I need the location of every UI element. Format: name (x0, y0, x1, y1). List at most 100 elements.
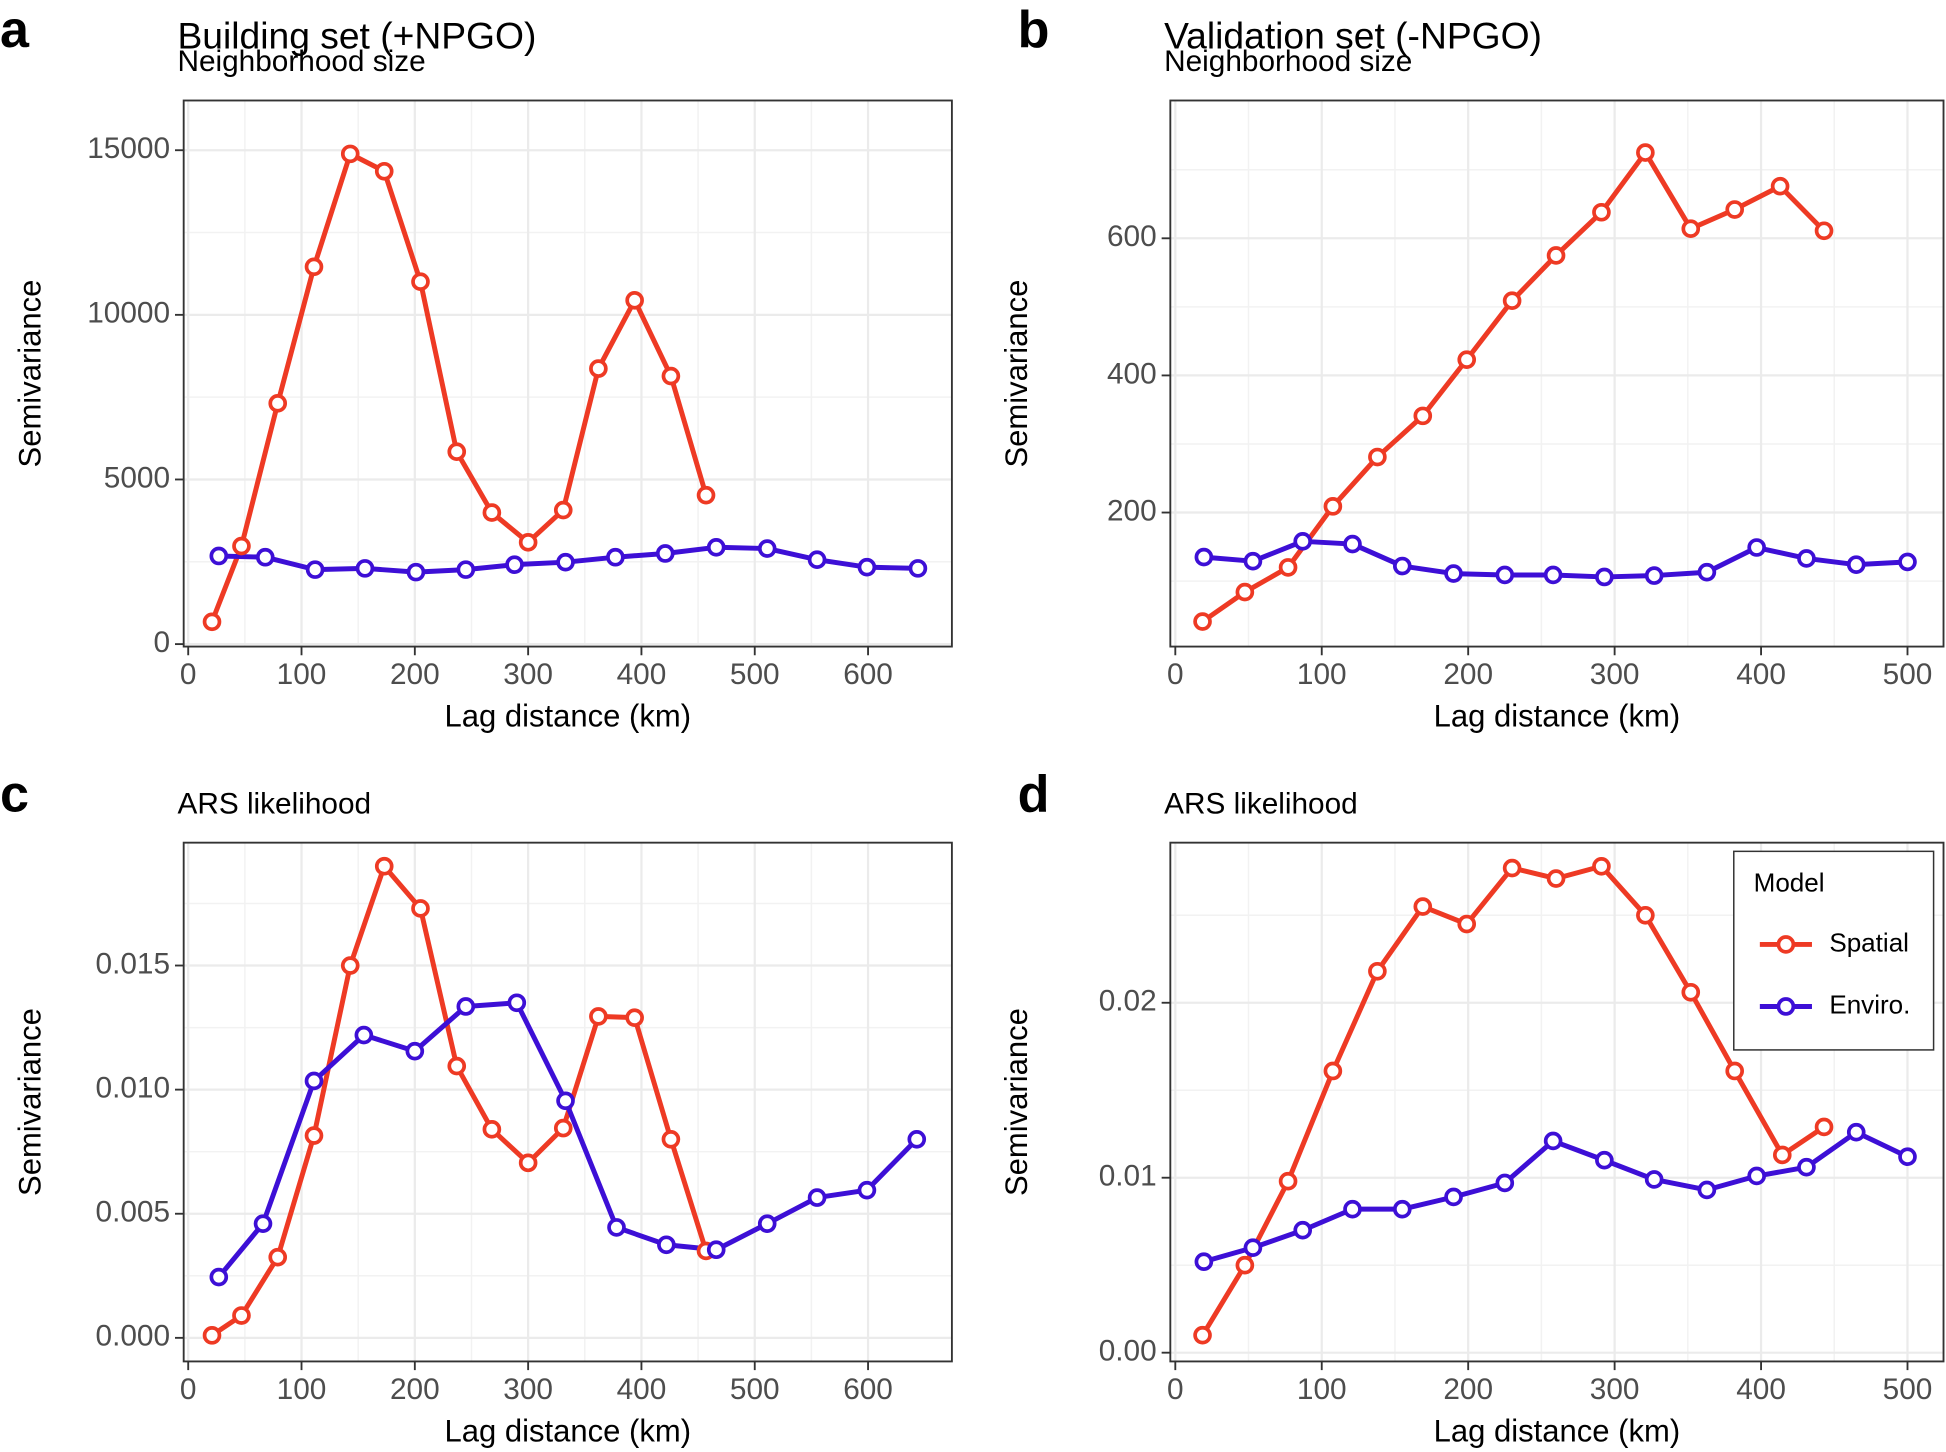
panel-letter: c (0, 766, 29, 824)
x-tick-label: 300 (503, 1373, 553, 1406)
data-point (1235, 582, 1255, 602)
data-point (518, 1153, 538, 1173)
data-point (1323, 497, 1343, 516)
data-point (1323, 1061, 1343, 1081)
data-point (706, 537, 726, 557)
x-tick-label: 600 (843, 1373, 893, 1406)
data-point (1592, 856, 1611, 876)
data-point (255, 547, 275, 567)
data-point (908, 559, 928, 578)
data-point (1725, 200, 1745, 219)
panel-subtitle: ARS likelihood (1164, 787, 1358, 820)
y-tick-label: 0.000 (96, 1320, 170, 1353)
data-point (411, 272, 430, 292)
x-tick-label: 200 (390, 1373, 440, 1406)
x-tick-label: 100 (1297, 1373, 1347, 1406)
y-tick-label: 0.01 (1099, 1160, 1157, 1193)
x-tick-label: 200 (1443, 1373, 1493, 1406)
panel-subtitle: Neighborhood size (1164, 45, 1412, 78)
legend-swatch-marker (1776, 935, 1796, 954)
data-point (1243, 551, 1263, 571)
data-point (857, 1180, 877, 1200)
y-tick-label: 400 (1107, 357, 1157, 390)
data-point (1595, 567, 1614, 587)
data-point (518, 533, 538, 552)
data-point (355, 559, 375, 578)
data-point (411, 899, 430, 918)
data-point (1444, 564, 1463, 583)
x-tick-label: 500 (730, 1373, 780, 1406)
data-point (1747, 538, 1766, 557)
data-point (482, 503, 502, 522)
data-point (304, 1126, 324, 1145)
data-point (1293, 532, 1313, 551)
data-point (1636, 905, 1655, 925)
x-tick-label: 400 (617, 1373, 667, 1406)
x-tick-label: 100 (277, 658, 327, 691)
panel: 0 100 200 300 400 500 0.00 0.01 0.02 d ARS likelih… (999, 766, 1945, 1449)
legend-title: Model (1754, 868, 1825, 898)
data-point (1725, 1061, 1745, 1081)
y-axis-title: Semivariance (999, 1008, 1034, 1196)
data-point (553, 500, 573, 520)
x-tick-label: 300 (503, 658, 553, 691)
data-point (1595, 1150, 1614, 1170)
y-tick-label: 5000 (104, 461, 170, 494)
data-point (1293, 1220, 1313, 1240)
x-tick-label: 200 (1443, 658, 1493, 691)
x-axis-title: Lag distance (km) (445, 699, 692, 734)
data-point (1846, 1122, 1866, 1142)
data-point (907, 1129, 927, 1149)
data-point (655, 544, 675, 563)
data-point (1814, 1117, 1834, 1137)
data-point (505, 555, 524, 574)
y-tick-label: 0.010 (96, 1071, 170, 1104)
data-point (1413, 897, 1433, 916)
data-point (340, 956, 360, 975)
data-point (1592, 202, 1611, 222)
data-point (556, 1091, 575, 1111)
data-point (1644, 566, 1664, 585)
data-point (1898, 1147, 1917, 1167)
plot-frame (1169, 841, 1945, 1363)
data-point (447, 1056, 467, 1076)
data-point (1747, 1166, 1766, 1186)
data-point (553, 1118, 573, 1138)
panel: 0 100 200 300 400 500 600 0.000 0.005 0.010 0.015 c… (0, 766, 953, 1449)
data-point (202, 612, 222, 632)
data-point (1444, 1187, 1463, 1207)
data-point (606, 547, 625, 567)
data-point (1343, 1199, 1362, 1219)
data-point (1543, 565, 1563, 585)
data-point (1681, 219, 1701, 239)
data-point (1681, 982, 1701, 1002)
data-point (807, 550, 827, 570)
legend-label: Enviro. (1829, 989, 1910, 1019)
data-point (556, 552, 575, 572)
panel-letter: a (0, 1, 30, 59)
data-point (1772, 1145, 1792, 1165)
data-point (1278, 1171, 1298, 1191)
x-axis-title: Lag distance (km) (1434, 1414, 1681, 1449)
x-tick-label: 200 (390, 658, 440, 691)
data-point (253, 1214, 273, 1233)
data-point (456, 560, 476, 579)
data-point (374, 161, 394, 181)
plot-frame (1169, 99, 1945, 648)
data-point (374, 856, 394, 876)
y-tick-label: 0.02 (1099, 985, 1157, 1018)
y-axis-title: Semivariance (999, 280, 1034, 468)
panel-subtitle: Neighborhood size (177, 45, 425, 78)
y-tick-label: 0.015 (96, 947, 170, 980)
x-tick-label: 100 (1297, 658, 1347, 691)
data-point (447, 442, 467, 462)
data-point (1495, 1173, 1515, 1193)
x-tick-label: 100 (277, 1373, 327, 1406)
panel: 0 100 200 300 400 500 200 400 600 b Validation set… (999, 1, 1945, 734)
data-point (232, 1306, 251, 1325)
legend-swatch-marker (1776, 997, 1796, 1016)
y-tick-label: 10000 (87, 297, 170, 330)
data-point (268, 394, 288, 413)
data-point (1770, 176, 1790, 196)
data-point (1543, 1131, 1563, 1151)
